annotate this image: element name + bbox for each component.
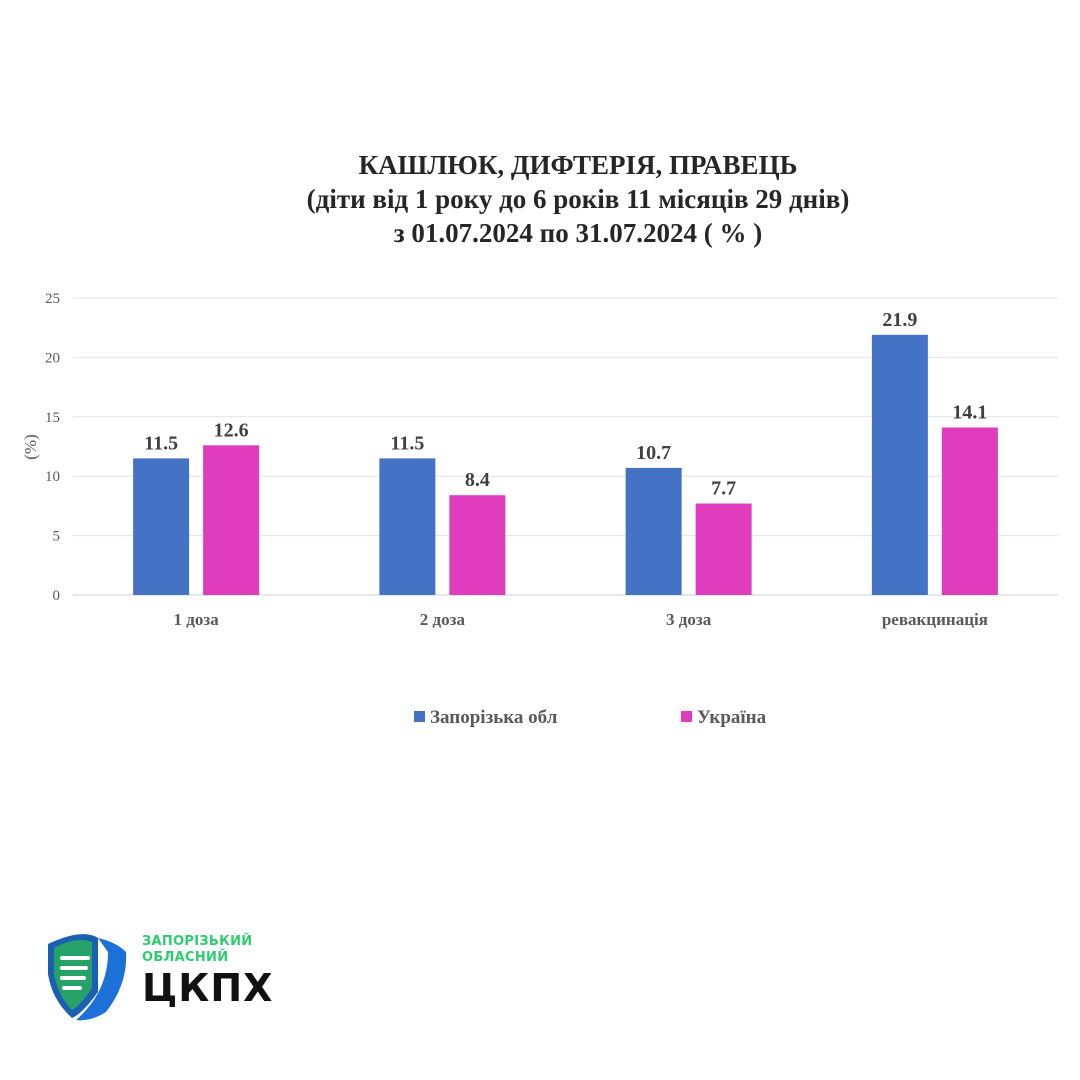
logo-line-1: ЗАПОРІЗЬКИЙ bbox=[142, 934, 253, 949]
chart-title-line-3: з 01.07.2024 по 31.07.2024 ( % ) bbox=[393, 218, 763, 248]
data-label: 21.9 bbox=[882, 309, 917, 331]
bar bbox=[449, 495, 506, 595]
bar bbox=[379, 458, 436, 595]
legend-label: Україна bbox=[697, 707, 767, 728]
y-tick-label: 10 bbox=[45, 469, 60, 485]
legend-swatch bbox=[414, 711, 425, 722]
data-label: 8.4 bbox=[465, 469, 490, 491]
legend-label: Запорізька обл bbox=[430, 707, 558, 728]
logo-line-2: ОБЛАСНИЙ bbox=[142, 950, 229, 965]
y-tick-label: 15 bbox=[45, 410, 60, 426]
bar bbox=[941, 427, 998, 595]
bar bbox=[133, 458, 190, 595]
data-label: 11.5 bbox=[144, 432, 178, 454]
logo-text: ЗАПОРІЗЬКИЙ ОБЛАСНИЙ ЦКПХ bbox=[142, 934, 273, 1010]
data-label: 10.7 bbox=[636, 442, 671, 464]
data-label: 11.5 bbox=[390, 432, 424, 454]
x-tick-label: ревакцинація bbox=[882, 610, 988, 629]
data-label: 14.1 bbox=[952, 401, 987, 423]
y-tick-label: 0 bbox=[53, 588, 61, 604]
data-label: 12.6 bbox=[214, 419, 249, 441]
chart-title: КАШЛЮК, ДИФТЕРІЯ, ПРАВЕЦЬ (діти від 1 ро… bbox=[0, 148, 1080, 250]
x-tick-label: 3 доза bbox=[666, 610, 712, 629]
y-tick-label: 25 bbox=[45, 291, 60, 307]
y-axis-label: (%) bbox=[21, 434, 40, 459]
logo-icon bbox=[48, 934, 127, 1021]
x-tick-label: 2 доза bbox=[420, 610, 466, 629]
legend-swatch bbox=[681, 711, 692, 722]
y-tick-label: 20 bbox=[45, 350, 60, 366]
x-tick-label: 1 доза bbox=[174, 610, 220, 629]
y-tick-label: 5 bbox=[53, 529, 61, 545]
data-label: 7.7 bbox=[711, 478, 736, 500]
bar bbox=[871, 334, 928, 595]
bar-chart: 0 5 10 15 20 25 11.5 12.6 11.5 8.4 10.7 7.7 21.9 14.… bbox=[21, 291, 1058, 728]
bar bbox=[625, 467, 682, 595]
chart-title-line-2: (діти від 1 року до 6 років 11 місяців 2… bbox=[306, 184, 850, 214]
bar bbox=[695, 503, 752, 595]
bar bbox=[203, 445, 260, 595]
chart-title-line-1: КАШЛЮК, ДИФТЕРІЯ, ПРАВЕЦЬ bbox=[358, 150, 798, 180]
logo-main: ЦКПХ bbox=[142, 966, 274, 1010]
